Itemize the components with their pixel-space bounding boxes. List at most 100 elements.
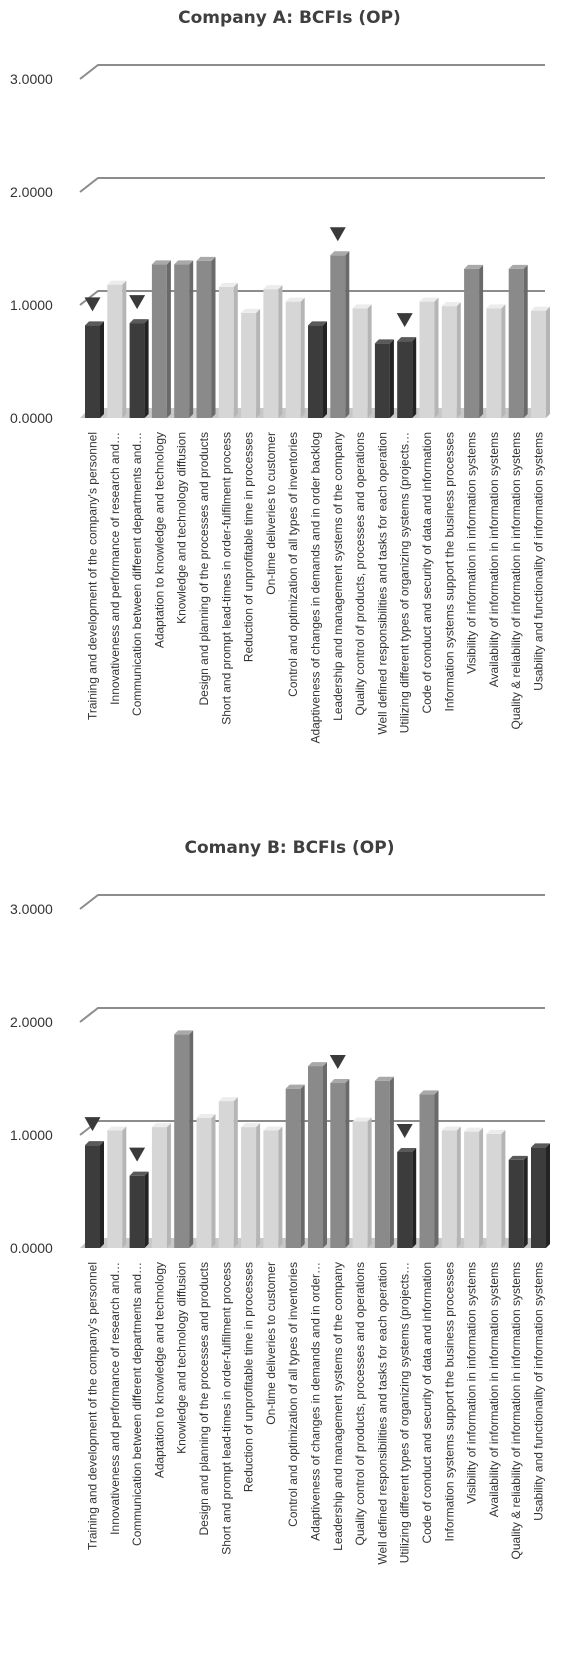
bar-side — [434, 297, 439, 418]
bar-top — [107, 1126, 127, 1131]
bar-front — [263, 289, 279, 418]
bar-side — [278, 1126, 283, 1248]
bar — [241, 1123, 261, 1248]
bar-front — [241, 1127, 257, 1248]
bar-top — [330, 251, 350, 256]
bar-side — [256, 308, 261, 418]
bar-side — [389, 339, 394, 418]
x-tick-label: Leadership and management systems of the… — [331, 432, 345, 721]
y-tick-label: 3.0000 — [10, 71, 53, 87]
marker-triangle — [84, 1117, 101, 1132]
bar-front — [531, 310, 546, 418]
bar-front — [419, 1094, 435, 1248]
chart-company-b: Comany B: BCFIs (OP) 0.0000 1.0000 2.0000 3… — [0, 830, 579, 1662]
bar-top — [397, 337, 417, 342]
bar-side — [211, 1114, 216, 1248]
chart-title: Company A: BCFIs (OP) — [178, 8, 401, 28]
bar-side — [501, 304, 506, 418]
chart-company-a: Company A: BCFIs (OP) 0.0000 1.0000 2.0000… — [0, 0, 579, 830]
bar-top — [241, 308, 261, 313]
bar-side — [256, 1123, 261, 1248]
y-tick-label: 3.0000 — [10, 901, 53, 917]
bar — [107, 1126, 127, 1248]
x-tick-label: Quality control of products, processes a… — [353, 1262, 367, 1546]
bar-side — [546, 1143, 550, 1248]
bar-side — [367, 1117, 372, 1248]
bar-top — [464, 264, 484, 269]
bar-side — [389, 1076, 394, 1248]
bar-top — [285, 297, 305, 302]
marker-triangle — [329, 227, 346, 242]
bar-side — [189, 260, 194, 418]
marker-triangle — [129, 1147, 146, 1162]
bar-side — [479, 264, 484, 418]
bar-side — [479, 1127, 484, 1248]
bar-top — [308, 321, 327, 326]
bar-side — [523, 264, 528, 418]
bar-front — [218, 286, 234, 418]
x-tick-label: Design and planning of the processes and… — [197, 1262, 211, 1536]
bar-side — [412, 337, 417, 418]
y-tick-label: 2.0000 — [10, 1014, 53, 1030]
bar-side — [189, 1030, 194, 1248]
bar-side — [122, 280, 127, 418]
bar-side — [345, 1079, 350, 1248]
bar-front — [419, 301, 435, 418]
bar — [441, 302, 461, 418]
bar — [397, 1147, 417, 1248]
bar-front — [196, 1118, 212, 1248]
y-tick-label: 1.0000 — [10, 1127, 53, 1143]
bar-side — [233, 1097, 238, 1248]
bar-front — [352, 1121, 368, 1248]
bar — [464, 264, 484, 418]
bar-top — [308, 1062, 327, 1067]
bar-front — [151, 264, 167, 418]
x-tick-label: Well defined responsibilities and tasks … — [375, 1262, 389, 1565]
x-tick-label: Adaptiveness of changes in demands and i… — [309, 1262, 323, 1541]
x-tick-label: Utilizing different types of organizing … — [398, 1262, 412, 1563]
bar-front — [441, 1130, 457, 1248]
bar-top — [174, 1030, 194, 1035]
x-tick-label: On-time deliveries to customer — [264, 432, 278, 595]
bar — [285, 1084, 305, 1248]
bar-front — [107, 1130, 123, 1248]
bar-front — [174, 264, 190, 418]
bar — [531, 1143, 550, 1248]
bar-side — [300, 1084, 305, 1248]
marker-triangle — [329, 1055, 346, 1070]
y-tick-label: 1.0000 — [10, 297, 53, 313]
bar-side — [144, 319, 149, 418]
marker-triangle — [84, 297, 101, 312]
x-tick-label: Knowledge and technology diffusion — [175, 1262, 189, 1454]
x-tick-label: Visibility of information in information… — [465, 432, 479, 674]
bar-top — [374, 1076, 394, 1081]
bar — [129, 1171, 149, 1248]
bar — [196, 256, 216, 418]
bar-front — [263, 1130, 279, 1248]
bar-side — [345, 251, 350, 418]
bar — [174, 1030, 194, 1248]
bar-top — [151, 260, 171, 265]
x-tick-label: Design and planning of the processes and… — [197, 432, 211, 706]
bar — [508, 1155, 528, 1248]
bar-top — [218, 282, 238, 287]
bar — [241, 308, 261, 418]
x-tick-label: Availability of information in informati… — [487, 1262, 501, 1517]
bar-front — [464, 268, 480, 418]
bar — [263, 285, 283, 418]
bar-front — [218, 1101, 234, 1248]
bar-top — [441, 302, 461, 307]
bar-side — [122, 1126, 127, 1248]
bar-top — [352, 304, 372, 309]
bar — [508, 264, 528, 418]
x-tick-label: Innovativeness and performance of resear… — [108, 1262, 122, 1535]
x-tick-label: Adaptiveness of changes in demands and i… — [309, 432, 323, 744]
bar — [419, 1090, 439, 1248]
x-tick-label: Quality & reliability of information in … — [509, 432, 523, 729]
chart-title: Comany B: BCFIs (OP) — [184, 838, 395, 858]
gridline — [79, 894, 545, 910]
bar — [419, 297, 439, 418]
bar-top — [218, 1097, 238, 1102]
x-tick-label: Code of conduct and security of data and… — [420, 432, 434, 714]
bar — [151, 1123, 171, 1248]
